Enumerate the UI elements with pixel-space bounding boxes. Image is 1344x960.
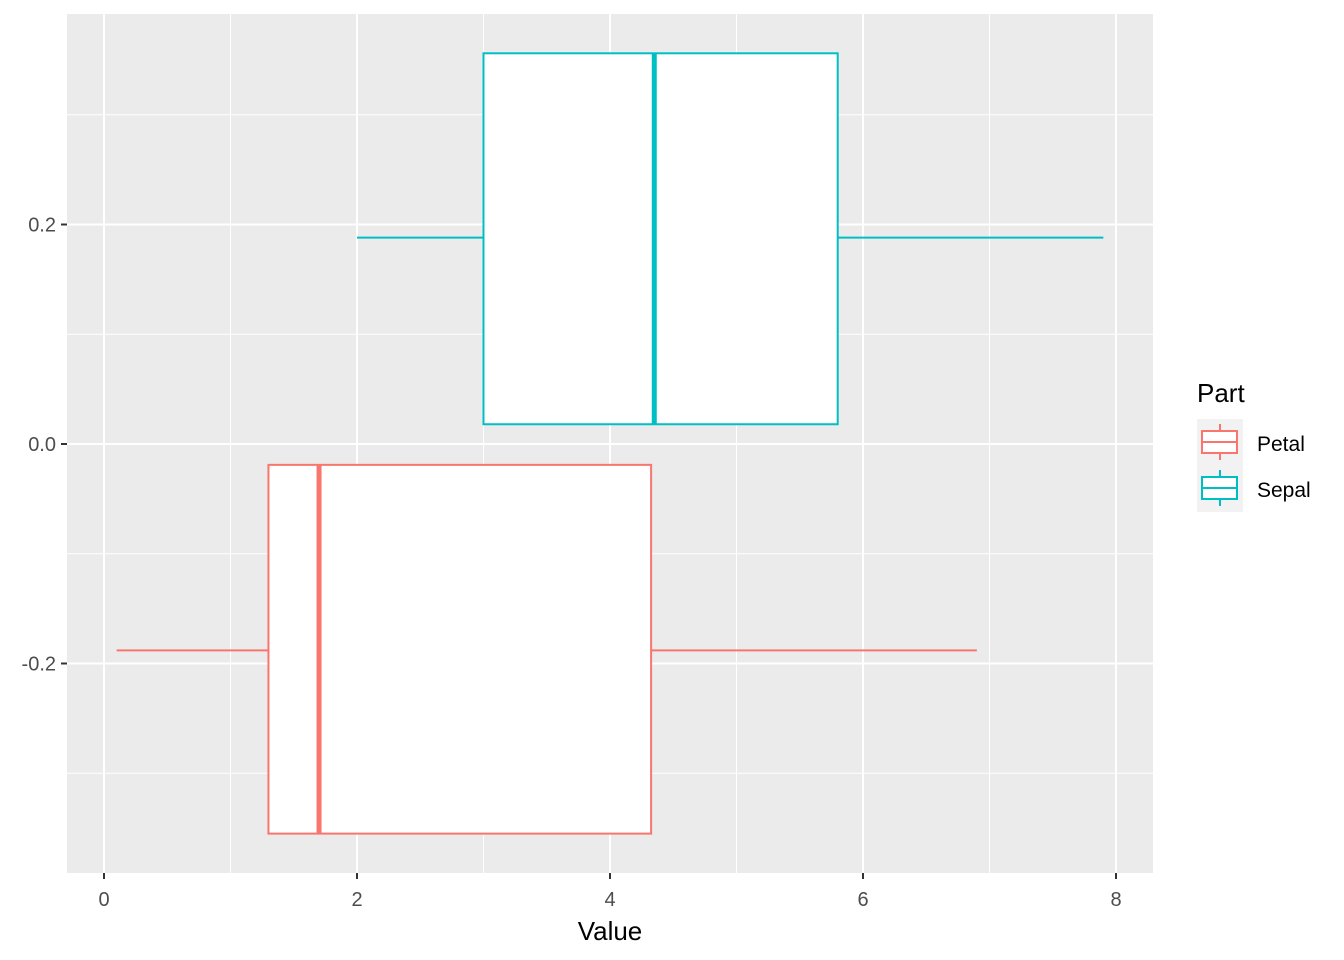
legend: Part Petal Sepal (1197, 378, 1311, 512)
x-tick-label: 4 (604, 889, 615, 911)
y-tick-label: -0.2 (22, 654, 56, 676)
y-tick-label: 0.2 (28, 215, 56, 237)
axes: 0 2 4 6 8 -0.2 0.0 0.2 (22, 215, 1122, 912)
boxes (116, 52, 1104, 835)
x-tick-label: 8 (1110, 889, 1121, 911)
x-axis-title: Value (578, 916, 643, 946)
x-tick-label: 6 (857, 889, 868, 911)
petal-box (267, 463, 653, 835)
sepal-box (482, 52, 839, 426)
legend-label-sepal: Sepal (1257, 479, 1311, 502)
y-tick-label: 0.0 (28, 434, 56, 456)
x-tick-label: 2 (351, 889, 362, 911)
legend-label-petal: Petal (1257, 433, 1305, 456)
x-tick-label: 0 (98, 889, 109, 911)
legend-title: Part (1197, 378, 1245, 408)
